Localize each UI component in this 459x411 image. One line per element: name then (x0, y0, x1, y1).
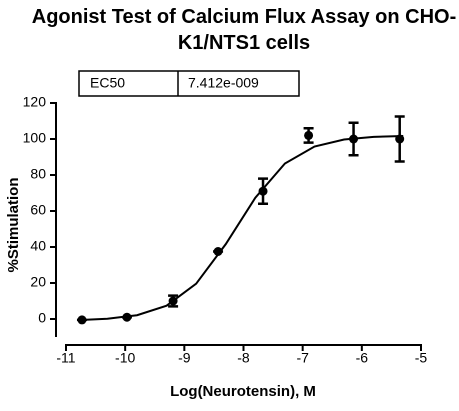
fit-curve (77, 134, 404, 322)
x-tick-label: -8 (237, 350, 250, 366)
y-tick-label: 20 (30, 274, 46, 290)
y-tick-label: 100 (23, 130, 47, 146)
y-tick-label: 80 (30, 166, 46, 182)
data-point (395, 134, 405, 144)
y-tick-label: 60 (30, 202, 46, 218)
x-tick-label: -6 (356, 350, 369, 366)
table-value: 7.412e-009 (188, 75, 259, 91)
data-point (213, 247, 223, 256)
x-tick-label: -11 (56, 350, 75, 366)
data-point (304, 130, 314, 140)
chart-title: Agonist Test of Calcium Flux Assay on CH… (31, 6, 457, 54)
x-tick-label: -5 (415, 350, 428, 366)
table-box (78, 70, 300, 97)
x-tick-label: -10 (115, 350, 135, 366)
x-tick-label: -9 (178, 350, 191, 366)
data-point (168, 296, 178, 306)
data-point (77, 315, 87, 325)
y-tick-label: 40 (30, 238, 46, 254)
y-tick-label: 0 (38, 310, 46, 326)
y-tick-label: 120 (23, 94, 47, 110)
table-label: EC50 (90, 75, 125, 91)
y-axis-label: %Stimulation (5, 177, 22, 272)
data-point (258, 186, 268, 196)
data-point (122, 312, 132, 322)
x-axis-label: Log(Neurotensin), M (170, 383, 316, 400)
data-point (349, 134, 359, 144)
x-tick-label: -7 (296, 350, 309, 366)
